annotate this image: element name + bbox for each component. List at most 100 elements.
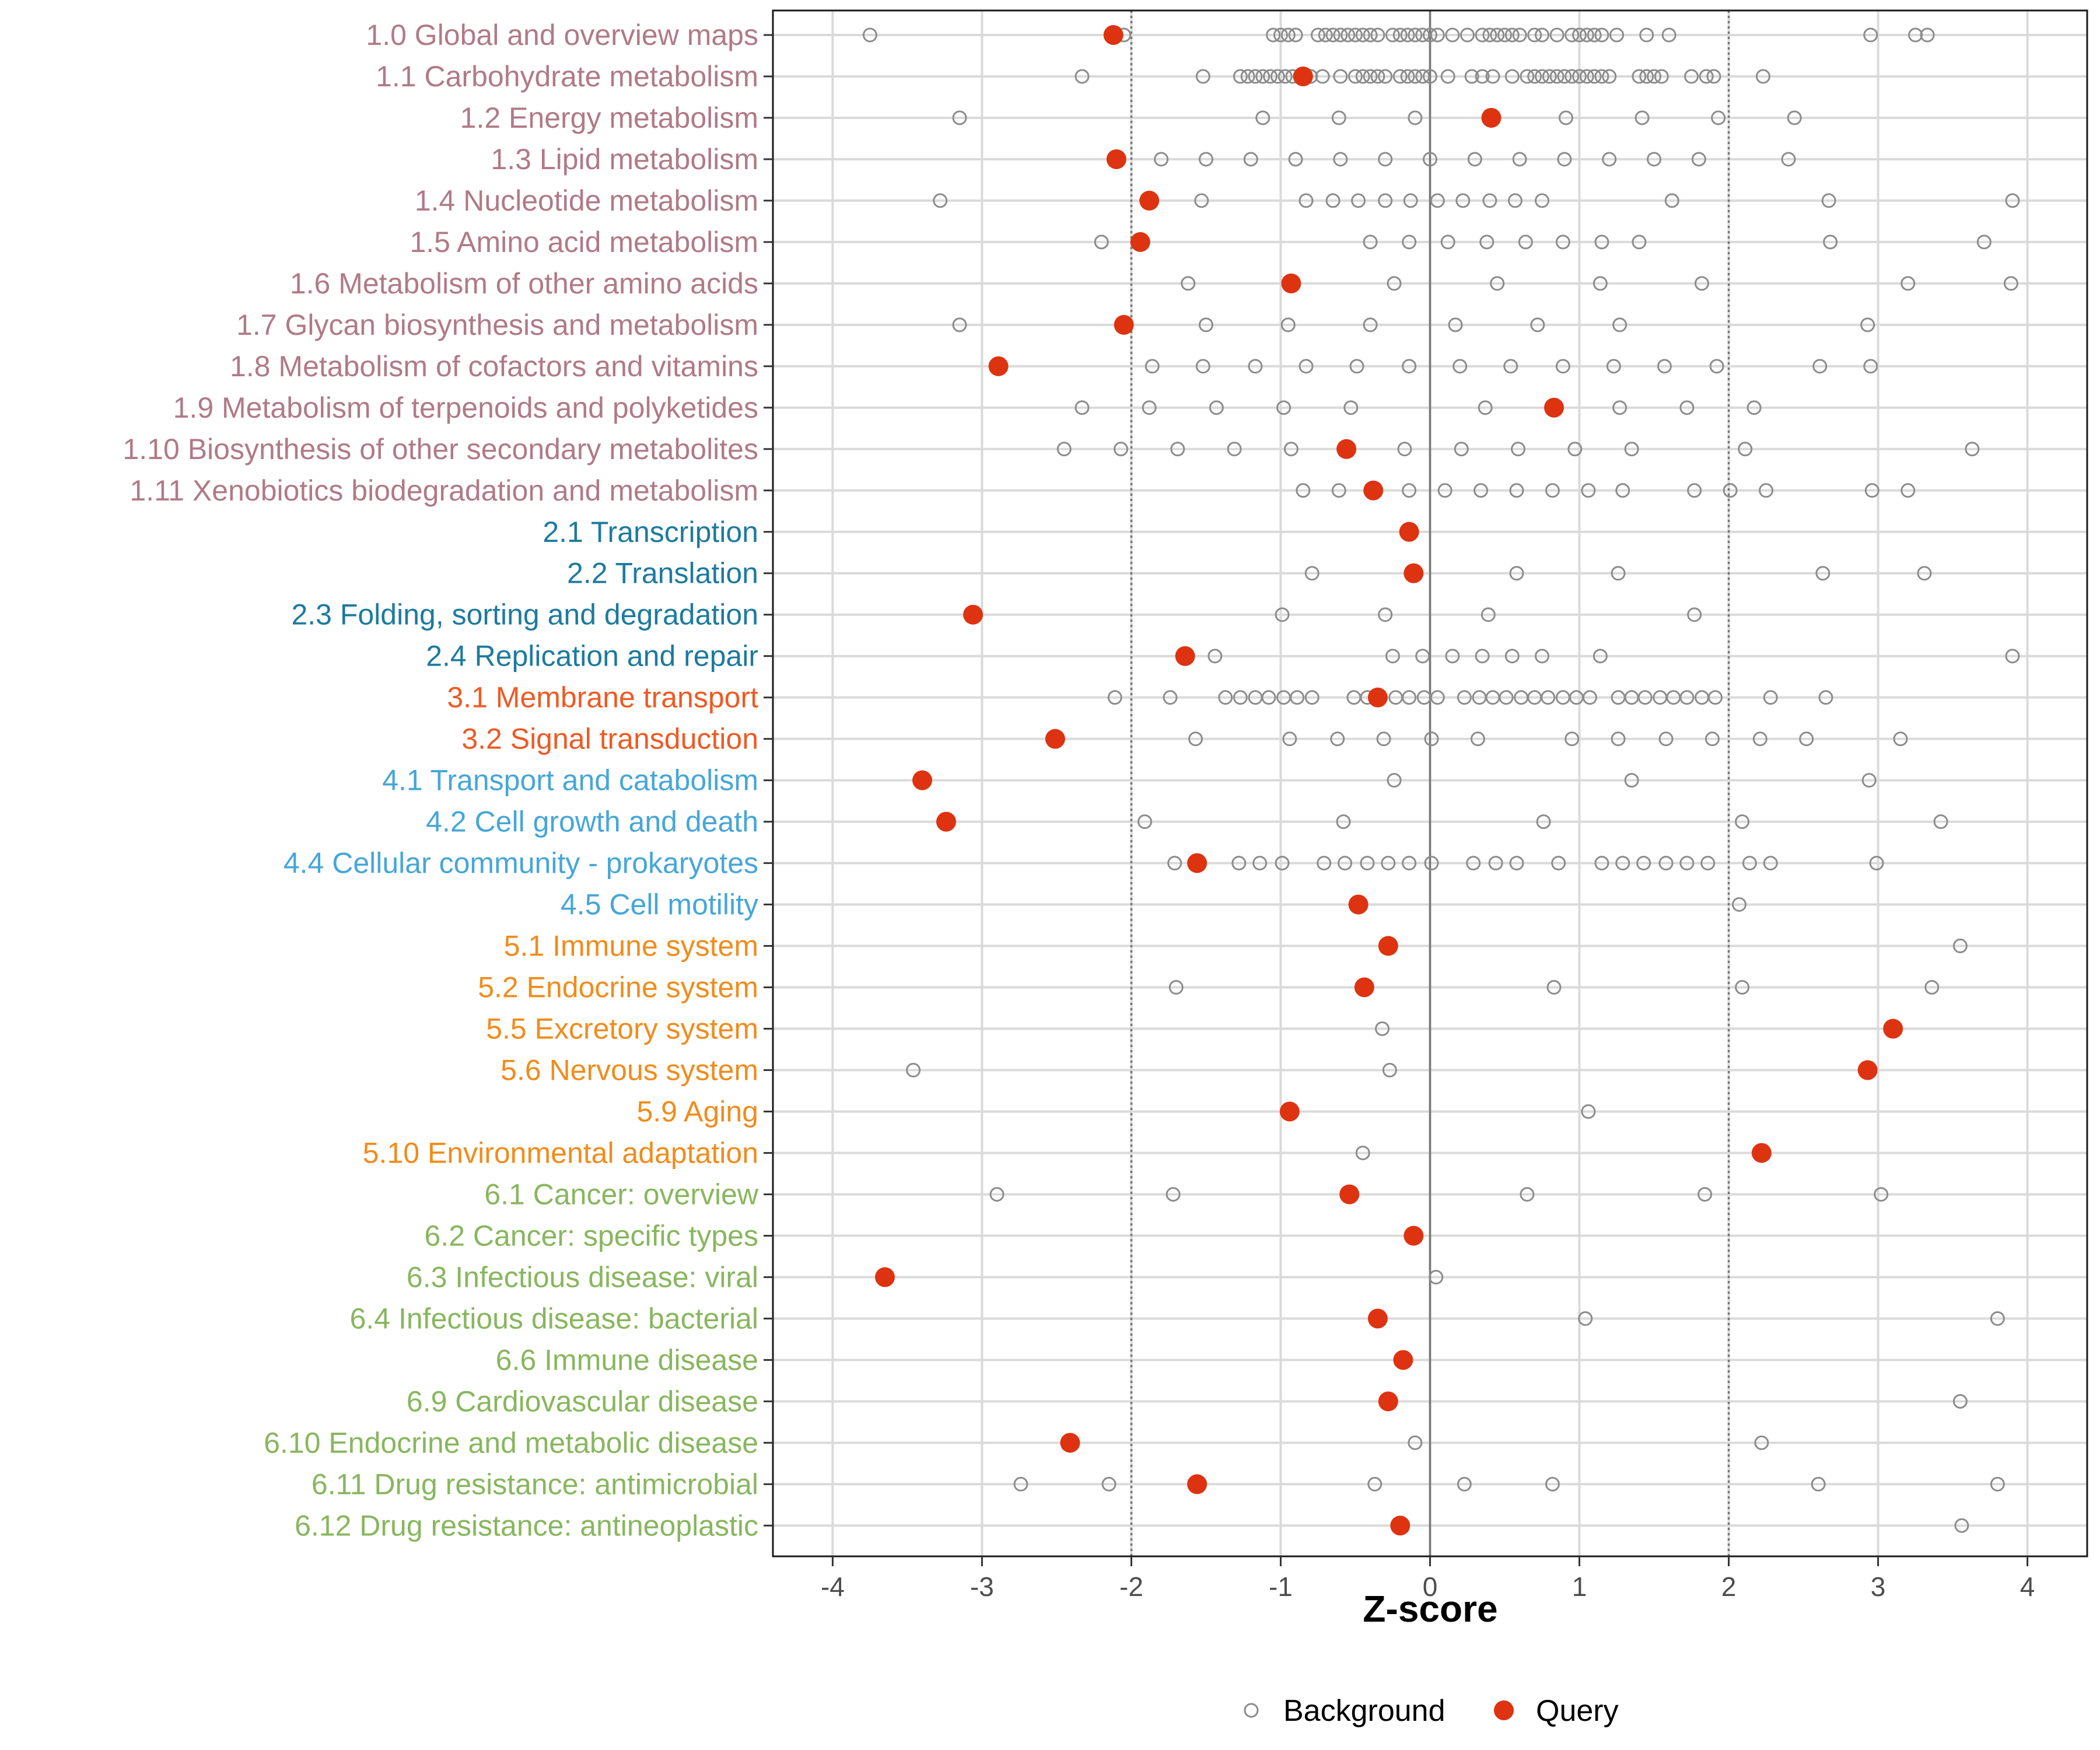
- background-point: [1266, 27, 1281, 43]
- background-point: [1318, 27, 1333, 43]
- background-point: [1708, 690, 1723, 705]
- background-point: [1282, 732, 1297, 747]
- background-point: [1976, 235, 1992, 250]
- background-point: [1317, 856, 1332, 871]
- background-point: [1624, 442, 1639, 457]
- background-point: [1403, 193, 1418, 208]
- background-point: [1273, 27, 1288, 43]
- background-point: [1504, 69, 1520, 84]
- background-point: [1594, 856, 1609, 871]
- background-point: [1654, 69, 1669, 84]
- background-point: [1278, 69, 1293, 84]
- background-point: [1579, 27, 1594, 43]
- background-point: [1908, 27, 1923, 43]
- background-point: [1252, 856, 1268, 871]
- background-point: [1424, 732, 1439, 747]
- background-point: [1611, 566, 1626, 581]
- background-point: [1861, 773, 1877, 788]
- background-point: [1578, 1311, 1593, 1326]
- background-point: [1331, 483, 1346, 498]
- background-point: [1227, 442, 1242, 457]
- query-point: [1367, 1308, 1388, 1329]
- query-point: [1130, 232, 1150, 252]
- query-point: [1378, 936, 1398, 956]
- background-point: [1549, 27, 1564, 43]
- background-point: [1333, 152, 1348, 167]
- background-point: [1166, 1186, 1181, 1202]
- background-point: [1893, 732, 1908, 747]
- query-point: [1114, 314, 1134, 335]
- background-point: [1400, 69, 1415, 84]
- background-point: [1694, 276, 1709, 291]
- background-point: [1755, 69, 1770, 84]
- background-point: [1144, 359, 1160, 374]
- background-point: [862, 27, 877, 43]
- background-point: [1482, 193, 1497, 208]
- background-point: [1594, 69, 1609, 84]
- x-tick-label: -4: [821, 1572, 845, 1602]
- query-point: [1883, 1019, 1903, 1039]
- category-label: 2.4 Replication and repair: [426, 640, 758, 673]
- background-point: [1990, 1311, 2005, 1326]
- background-point: [1823, 235, 1838, 250]
- background-point: [1611, 732, 1626, 747]
- query-point: [1139, 190, 1160, 211]
- background-point: [1137, 814, 1152, 830]
- background-point: [1340, 27, 1356, 43]
- background-point: [1612, 400, 1628, 415]
- background-point: [1632, 69, 1647, 84]
- background-point: [1074, 400, 1090, 415]
- background-point: [1208, 649, 1223, 664]
- background-point: [1378, 69, 1393, 84]
- background-point: [1503, 359, 1518, 374]
- background-point: [1952, 939, 1968, 954]
- category-label: 5.6 Nervous system: [501, 1054, 758, 1087]
- background-point: [1336, 814, 1351, 830]
- background-point: [1331, 110, 1346, 125]
- query-point: [1399, 522, 1419, 542]
- background-point: [1408, 1435, 1423, 1450]
- x-tick-label: 2: [1721, 1572, 1737, 1602]
- background-point: [1440, 69, 1455, 84]
- background-point: [1074, 69, 1090, 84]
- category-label: 6.12 Drug resistance: antineoplastic: [295, 1509, 758, 1542]
- background-point: [1763, 856, 1778, 871]
- query-point: [1106, 149, 1126, 169]
- x-tick-label: -3: [970, 1572, 994, 1602]
- background-point: [1325, 193, 1340, 208]
- background-point: [1520, 1186, 1535, 1202]
- background-point: [1288, 152, 1303, 167]
- background-point: [1367, 1476, 1382, 1492]
- background-point: [1658, 732, 1674, 747]
- background-point: [1545, 483, 1560, 498]
- background-point: [2005, 193, 2020, 208]
- background-point: [1280, 317, 1296, 332]
- background-point: [1470, 732, 1485, 747]
- background-point: [1657, 359, 1672, 374]
- background-point: [1637, 690, 1653, 705]
- background-point: [1375, 1021, 1390, 1037]
- background-point: [2005, 649, 2020, 664]
- category-label: 6.1 Cancer: overview: [484, 1178, 759, 1210]
- background-point: [1475, 649, 1490, 664]
- legend-background-label: Background: [1283, 1694, 1446, 1728]
- background-point: [1400, 27, 1415, 43]
- background-point: [1606, 359, 1621, 374]
- background-point: [1615, 856, 1630, 871]
- background-point: [1572, 27, 1587, 43]
- background-point: [1310, 27, 1325, 43]
- background-point: [1325, 27, 1340, 43]
- background-point: [1270, 69, 1285, 84]
- background-point: [1700, 856, 1716, 871]
- background-point: [1464, 69, 1479, 84]
- category-label: 4.5 Cell motility: [561, 888, 758, 921]
- background-point: [1704, 732, 1720, 747]
- category-label: 5.10 Environmental adaptation: [363, 1136, 758, 1169]
- background-point: [906, 1063, 921, 1077]
- background-point: [1535, 649, 1550, 664]
- x-tick-label: 0: [1423, 1572, 1438, 1602]
- background-point: [1581, 1104, 1596, 1119]
- background-point: [1564, 27, 1580, 43]
- background-point: [1437, 483, 1452, 498]
- query-point: [936, 811, 956, 832]
